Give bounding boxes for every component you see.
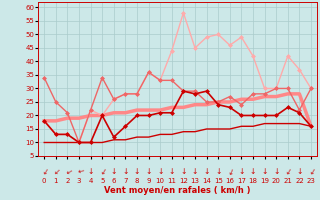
Text: ↓: ↓ bbox=[192, 167, 198, 176]
Text: ↓: ↓ bbox=[50, 167, 61, 178]
Text: ↓: ↓ bbox=[283, 167, 293, 178]
Text: ↓: ↓ bbox=[111, 167, 117, 176]
Text: ↓: ↓ bbox=[180, 167, 187, 176]
Text: ↓: ↓ bbox=[39, 167, 49, 178]
Text: ↓: ↓ bbox=[122, 167, 129, 176]
Text: ↓: ↓ bbox=[250, 167, 256, 176]
Text: ↓: ↓ bbox=[261, 167, 268, 176]
Text: ↓: ↓ bbox=[97, 167, 107, 178]
Text: ↓: ↓ bbox=[134, 167, 140, 176]
Text: ↓: ↓ bbox=[157, 167, 164, 176]
Text: ↓: ↓ bbox=[225, 167, 234, 178]
Text: ↓: ↓ bbox=[306, 167, 316, 178]
X-axis label: Vent moyen/en rafales ( km/h ): Vent moyen/en rafales ( km/h ) bbox=[104, 186, 251, 195]
Text: ↓: ↓ bbox=[74, 167, 84, 176]
Text: ↓: ↓ bbox=[204, 167, 210, 176]
Text: ↓: ↓ bbox=[62, 167, 73, 177]
Text: ↓: ↓ bbox=[169, 167, 175, 176]
Text: ↓: ↓ bbox=[296, 167, 303, 176]
Text: ↓: ↓ bbox=[238, 167, 244, 176]
Text: ↓: ↓ bbox=[87, 167, 94, 176]
Text: ↓: ↓ bbox=[145, 167, 152, 176]
Text: ↓: ↓ bbox=[215, 167, 221, 176]
Text: ↓: ↓ bbox=[273, 167, 279, 176]
